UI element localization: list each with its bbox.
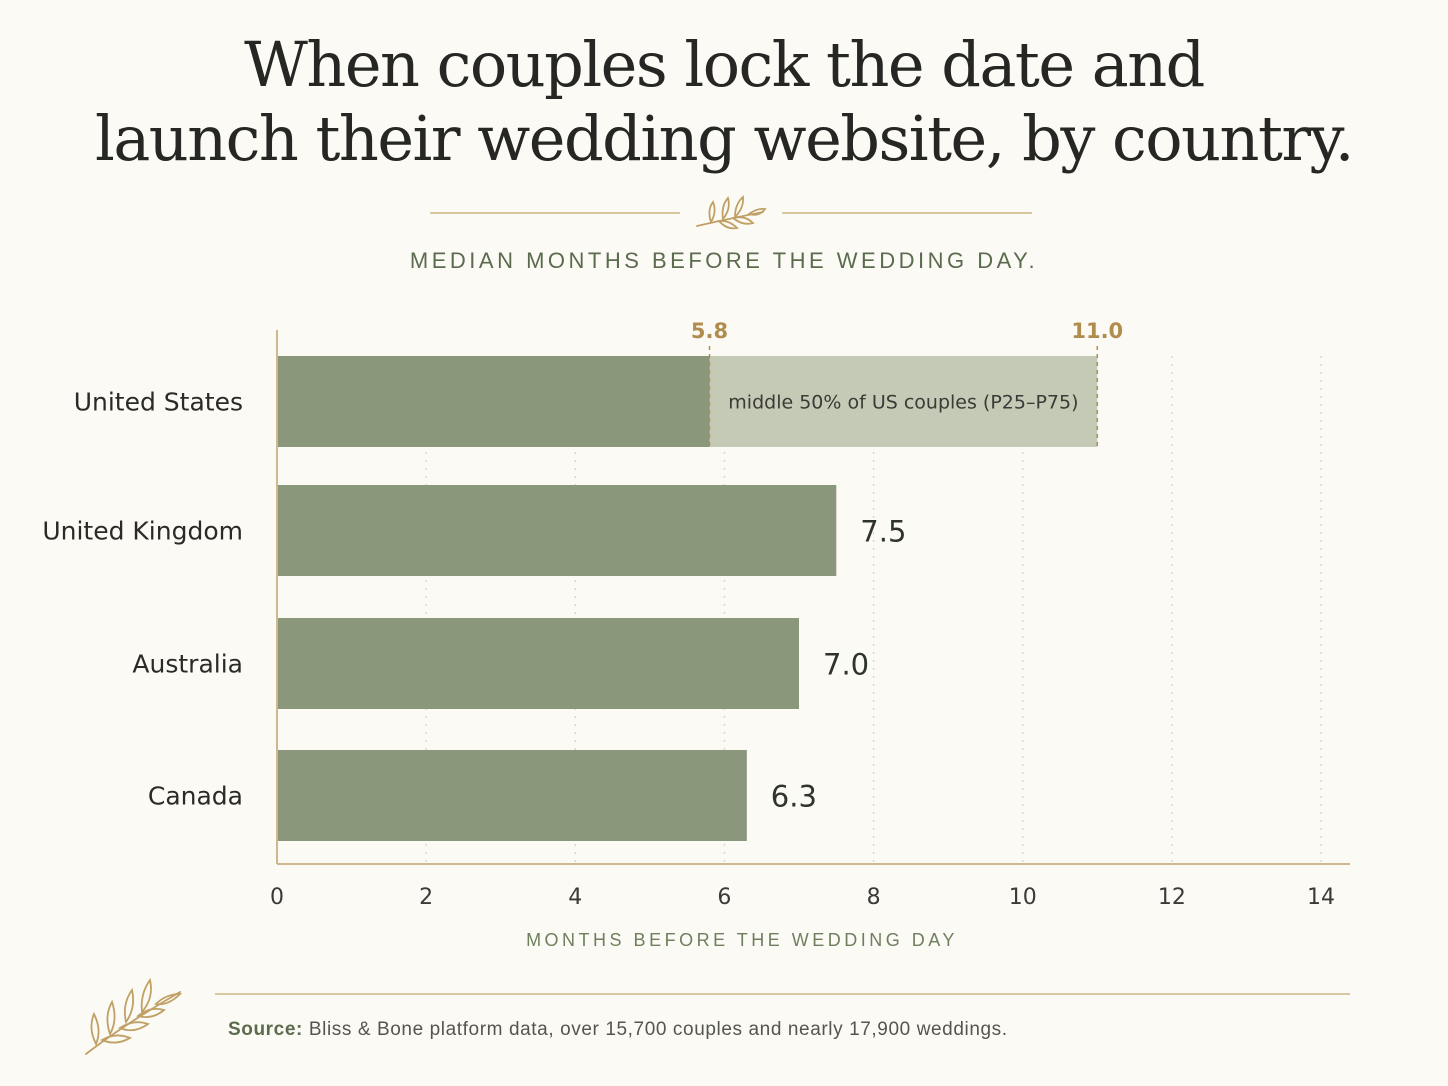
source-label: Source: xyxy=(228,1019,303,1040)
source-note: Source: Bliss & Bone platform data, over… xyxy=(228,1019,1008,1041)
x-tick-label-0: 0 xyxy=(270,885,284,910)
source-text: Bliss & Bone platform data, over 15,700 … xyxy=(308,1019,1008,1040)
category-label-3: Canada xyxy=(148,782,243,811)
bar-1 xyxy=(277,485,837,576)
leaf-branch-icon xyxy=(85,977,183,1055)
chart-title-line-2: launch their wedding website, by country… xyxy=(94,102,1355,175)
category-label-1: United Kingdom xyxy=(42,517,243,546)
x-tick-label-10: 10 xyxy=(1009,885,1037,910)
chart-title: When couples lock the date and launch th… xyxy=(0,28,1448,176)
x-tick-label-12: 12 xyxy=(1158,885,1186,910)
category-label-2: Australia xyxy=(132,650,243,679)
x-tick-label-14: 14 xyxy=(1307,885,1335,910)
value-label-1: 7.5 xyxy=(860,515,906,549)
x-axis-label: MONTHS BEFORE THE WEDDING DAY xyxy=(526,930,958,950)
x-tick-label-6: 6 xyxy=(717,885,731,910)
value-label-2: 7.0 xyxy=(823,648,869,682)
bar-3 xyxy=(277,750,747,841)
leaf-sprig-icon xyxy=(696,195,767,230)
header-rule-right xyxy=(782,212,1032,214)
range-high-label: 11.0 xyxy=(1071,319,1123,343)
x-tick-label-4: 4 xyxy=(568,885,582,910)
chart-title-line-1: When couples lock the date and xyxy=(244,28,1205,101)
category-label-0: United States xyxy=(74,388,243,417)
chart-subtitle: MEDIAN MONTHS BEFORE THE WEDDING DAY. xyxy=(409,248,1039,273)
range-band xyxy=(709,356,1098,447)
range-low-label: 5.8 xyxy=(691,319,728,343)
x-tick-label-2: 2 xyxy=(419,885,433,910)
bar-2 xyxy=(277,618,799,709)
header-rule-left xyxy=(430,212,680,214)
x-tick-label-8: 8 xyxy=(867,885,881,910)
range-band-label: middle 50% of US couples (P25–P75) xyxy=(728,392,1078,414)
value-label-3: 6.3 xyxy=(771,780,817,814)
footer-rule xyxy=(215,993,1350,995)
